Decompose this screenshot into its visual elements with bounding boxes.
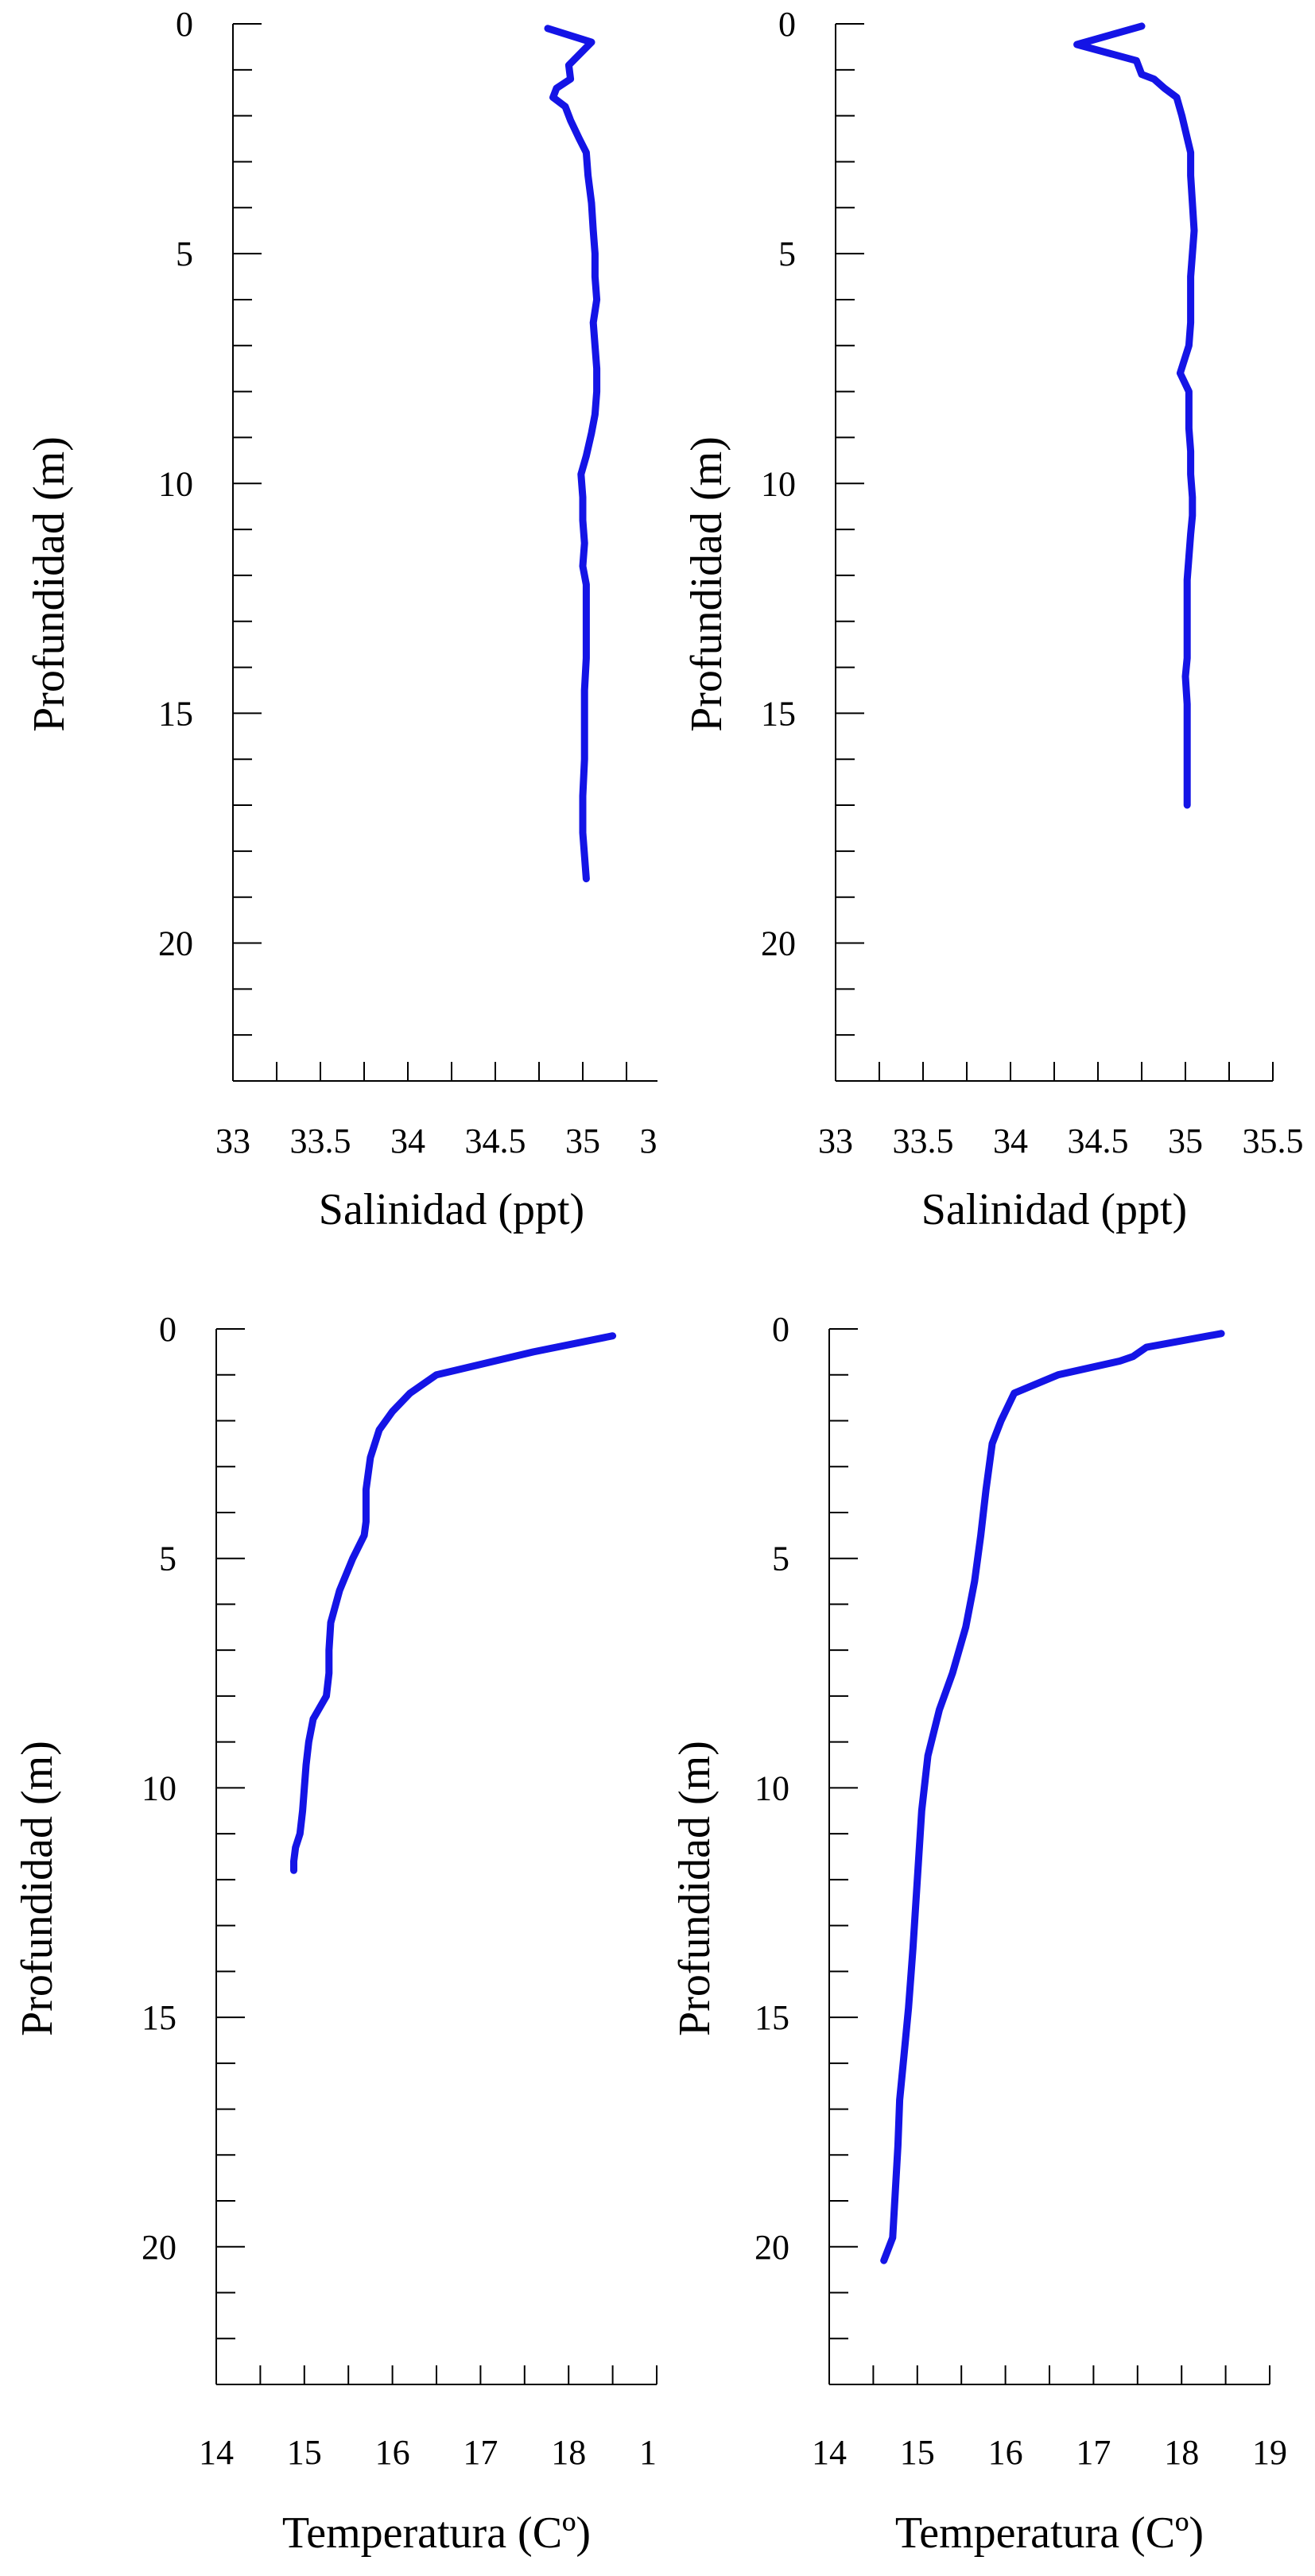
- x-tick-label: 33: [215, 1121, 250, 1160]
- series-line: [880, 1330, 1225, 2264]
- salinity-profile-chart-right: 0 5 10 15 20 33 33.5 34 34.5 35 35.5 Salinidad (ppt…: [658, 0, 1315, 1260]
- y-axis-label: Profundidad (m): [682, 436, 731, 732]
- x-axis-label: Temperatura (Cº): [895, 2508, 1204, 2558]
- temperature-profile-chart-right: 0 5 10 15 20 14 15 16 17 18 19 Temperatura (Cº) Prof…: [658, 1288, 1315, 2576]
- temperature-chart-right-svg: 0 5 10 15 20 14 15 16 17 18 19 Temperatura (Cº) Prof…: [670, 1310, 1287, 2558]
- x-tick-label: 35: [565, 1121, 600, 1160]
- salinity-profile-chart-left: 0 5 10 15 20 33 33.5 34 34.5 35 35.5 Salinidad (ppt…: [0, 0, 658, 1260]
- x-tick-label: 34: [993, 1121, 1028, 1160]
- x-tick-label: 15: [900, 2433, 935, 2472]
- y-tick-label: 10: [754, 1768, 789, 1807]
- temperature-profile-chart-left: 0 5 10 15 20 14 15 16 17 18 19 Temperatura (Cº) Prof…: [0, 1288, 658, 2576]
- y-tick-label: 0: [176, 5, 193, 44]
- y-axis-label: Profundidad (m): [13, 1741, 62, 2036]
- x-tick-label: 19: [639, 2433, 658, 2472]
- y-tick-label: 15: [754, 1998, 789, 2037]
- x-tick-label: 15: [287, 2433, 322, 2472]
- y-tick-label: 0: [778, 5, 796, 44]
- salinity-chart-left-svg: 0 5 10 15 20 33 33.5 34 34.5 35 35.5 Salinidad (ppt…: [25, 5, 658, 1234]
- y-tick-label: 5: [159, 1540, 176, 1579]
- y-tick-label: 20: [142, 2228, 176, 2267]
- x-tick-label: 34.5: [465, 1121, 526, 1160]
- y-tick-label: 20: [754, 2228, 789, 2267]
- x-tick-label: 14: [199, 2433, 234, 2472]
- y-tick-label: 5: [778, 234, 796, 273]
- salinity-chart-right-svg: 0 5 10 15 20 33 33.5 34 34.5 35 35.5 Salinidad (ppt…: [682, 5, 1304, 1234]
- x-tick-label: 34.5: [1068, 1121, 1129, 1160]
- x-tick-label: 17: [1076, 2433, 1111, 2472]
- x-axis-label: Salinidad (ppt): [921, 1185, 1187, 1234]
- y-tick-label: 10: [158, 464, 193, 503]
- x-tick-label: 33: [818, 1121, 853, 1160]
- x-tick-label: 16: [988, 2433, 1023, 2472]
- y-tick-label: 5: [176, 234, 193, 273]
- x-tick-label: 35: [1168, 1121, 1203, 1160]
- x-tick-label: 19: [1252, 2433, 1287, 2472]
- y-tick-label: 20: [158, 924, 193, 963]
- x-tick-label: 14: [812, 2433, 847, 2472]
- x-tick-label: 34: [390, 1121, 425, 1160]
- x-tick-label: 17: [463, 2433, 498, 2472]
- y-tick-label: 15: [158, 694, 193, 733]
- y-tick-label: 0: [772, 1310, 789, 1349]
- x-axis-label: Salinidad (ppt): [319, 1185, 584, 1234]
- y-axis-label: Profundidad (m): [25, 436, 74, 732]
- y-tick-label: 15: [142, 1998, 176, 2037]
- y-tick-label: 0: [159, 1310, 176, 1349]
- y-tick-label: 10: [761, 464, 796, 503]
- series-line: [544, 25, 601, 883]
- series-line: [290, 1332, 617, 1874]
- x-axis-label: Temperatura (Cº): [282, 2508, 591, 2558]
- y-tick-label: 20: [761, 924, 796, 963]
- x-tick-label: 35.5: [640, 1121, 658, 1160]
- x-tick-label: 33.5: [893, 1121, 954, 1160]
- x-tick-label: 33.5: [290, 1121, 351, 1160]
- x-tick-label: 35.5: [1243, 1121, 1304, 1160]
- x-tick-label: 18: [551, 2433, 586, 2472]
- y-tick-label: 5: [772, 1540, 789, 1579]
- x-tick-label: 18: [1164, 2433, 1199, 2472]
- series-line: [1073, 22, 1198, 809]
- y-tick-label: 10: [142, 1768, 176, 1807]
- y-tick-label: 15: [761, 694, 796, 733]
- y-axis-label: Profundidad (m): [670, 1741, 720, 2036]
- x-tick-label: 16: [375, 2433, 410, 2472]
- temperature-chart-left-svg: 0 5 10 15 20 14 15 16 17 18 19 Temperatura (Cº) Prof…: [13, 1310, 658, 2558]
